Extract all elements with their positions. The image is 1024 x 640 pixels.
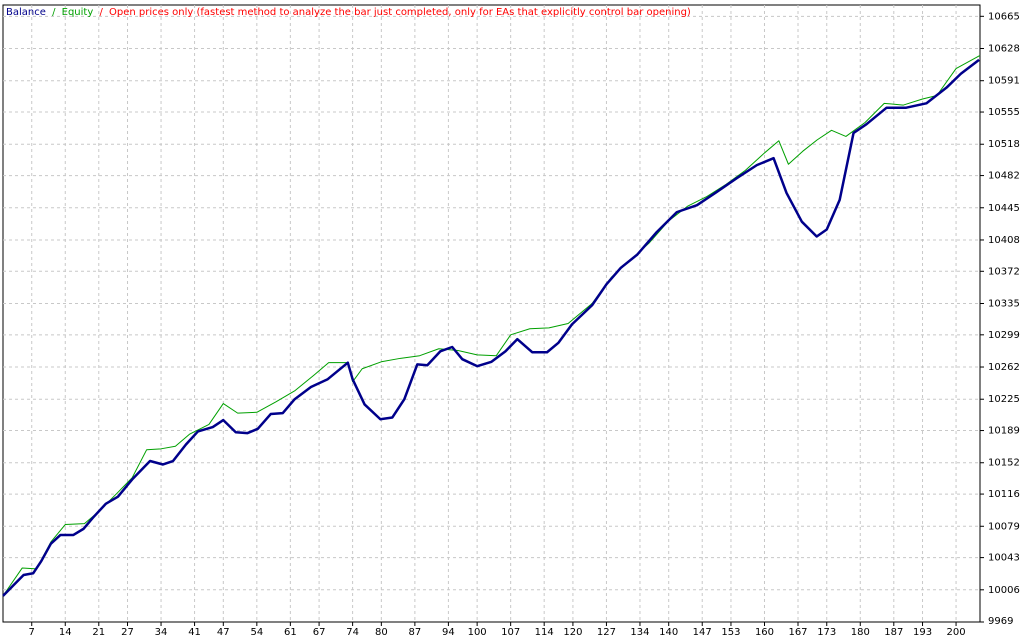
x-tick-label: 61 <box>284 627 297 638</box>
balance-line <box>2 58 980 597</box>
plot-frame <box>2 4 981 623</box>
x-tick-label: 14 <box>59 627 72 638</box>
legend-separator: / <box>99 7 103 18</box>
x-tick-label: 67 <box>313 627 326 638</box>
y-tick-label: 10043 <box>988 553 1020 564</box>
x-tick-label: 7 <box>29 627 35 638</box>
legend-entry: Balance <box>6 7 46 18</box>
y-tick-label: 10335 <box>988 298 1020 309</box>
y-tick-label: 10006 <box>988 585 1020 596</box>
y-tick-label: 10555 <box>988 107 1020 118</box>
x-tick-label: 127 <box>597 627 616 638</box>
y-tick-label: 10079 <box>988 521 1020 532</box>
x-tick-label: 120 <box>563 627 582 638</box>
y-tick-label: 10518 <box>988 139 1020 150</box>
legend-separator: / <box>52 7 56 18</box>
grid <box>3 5 984 626</box>
y-tick-label: 10262 <box>988 362 1020 373</box>
y-tick-label: 10225 <box>988 394 1020 405</box>
x-tick-label: 114 <box>535 627 554 638</box>
x-tick-label: 200 <box>947 627 966 638</box>
y-tick-label: 10299 <box>988 330 1020 341</box>
x-tick-label: 80 <box>375 627 388 638</box>
y-tick-label: 10189 <box>988 426 1020 437</box>
x-tick-label: 147 <box>693 627 712 638</box>
x-tick-label: 47 <box>217 627 230 638</box>
y-tick-label: 9969 <box>988 616 1013 627</box>
legend-header: Balance / Equity / Open prices only (fas… <box>6 7 691 18</box>
labels: 9969 10006 10043 10079 10116 10152 10189 10225 1… <box>29 11 1020 638</box>
model-note: Open prices only (fastest method to anal… <box>109 7 691 18</box>
x-tick-label: 193 <box>913 627 932 638</box>
y-tick-label: 10628 <box>988 44 1020 55</box>
x-tick-label: 187 <box>884 627 903 638</box>
x-tick-label: 34 <box>155 627 168 638</box>
x-tick-label: 160 <box>755 627 774 638</box>
y-tick-label: 10591 <box>988 76 1020 87</box>
equity-line <box>2 55 981 597</box>
y-tick-label: 10445 <box>988 203 1020 214</box>
x-tick-label: 140 <box>659 627 678 638</box>
x-tick-label: 153 <box>721 627 740 638</box>
y-tick-label: 10482 <box>988 171 1020 182</box>
y-tick-label: 10116 <box>988 489 1020 500</box>
y-tick-label: 10152 <box>988 458 1020 469</box>
x-tick-label: 100 <box>468 627 487 638</box>
y-tick-label: 10372 <box>988 266 1020 277</box>
x-tick-label: 54 <box>250 627 263 638</box>
x-tick-label: 134 <box>630 627 649 638</box>
x-tick-label: 41 <box>188 627 201 638</box>
y-tick-label: 10408 <box>988 235 1020 246</box>
x-tick-label: 27 <box>121 627 134 638</box>
x-tick-label: 167 <box>788 627 807 638</box>
x-tick-label: 180 <box>851 627 870 638</box>
x-tick-label: 74 <box>346 627 359 638</box>
x-tick-label: 94 <box>442 627 455 638</box>
x-tick-label: 173 <box>817 627 836 638</box>
y-tick-label: 10665 <box>988 11 1020 22</box>
legend-entry: Equity <box>62 7 94 18</box>
x-tick-label: 87 <box>409 627 422 638</box>
x-tick-label: 21 <box>92 627 105 638</box>
x-tick-label: 107 <box>501 627 520 638</box>
lines <box>2 55 981 597</box>
